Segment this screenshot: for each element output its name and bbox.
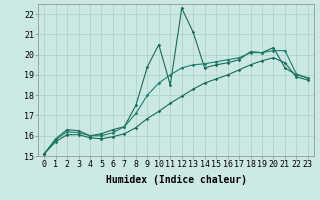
X-axis label: Humidex (Indice chaleur): Humidex (Indice chaleur) [106,175,246,185]
